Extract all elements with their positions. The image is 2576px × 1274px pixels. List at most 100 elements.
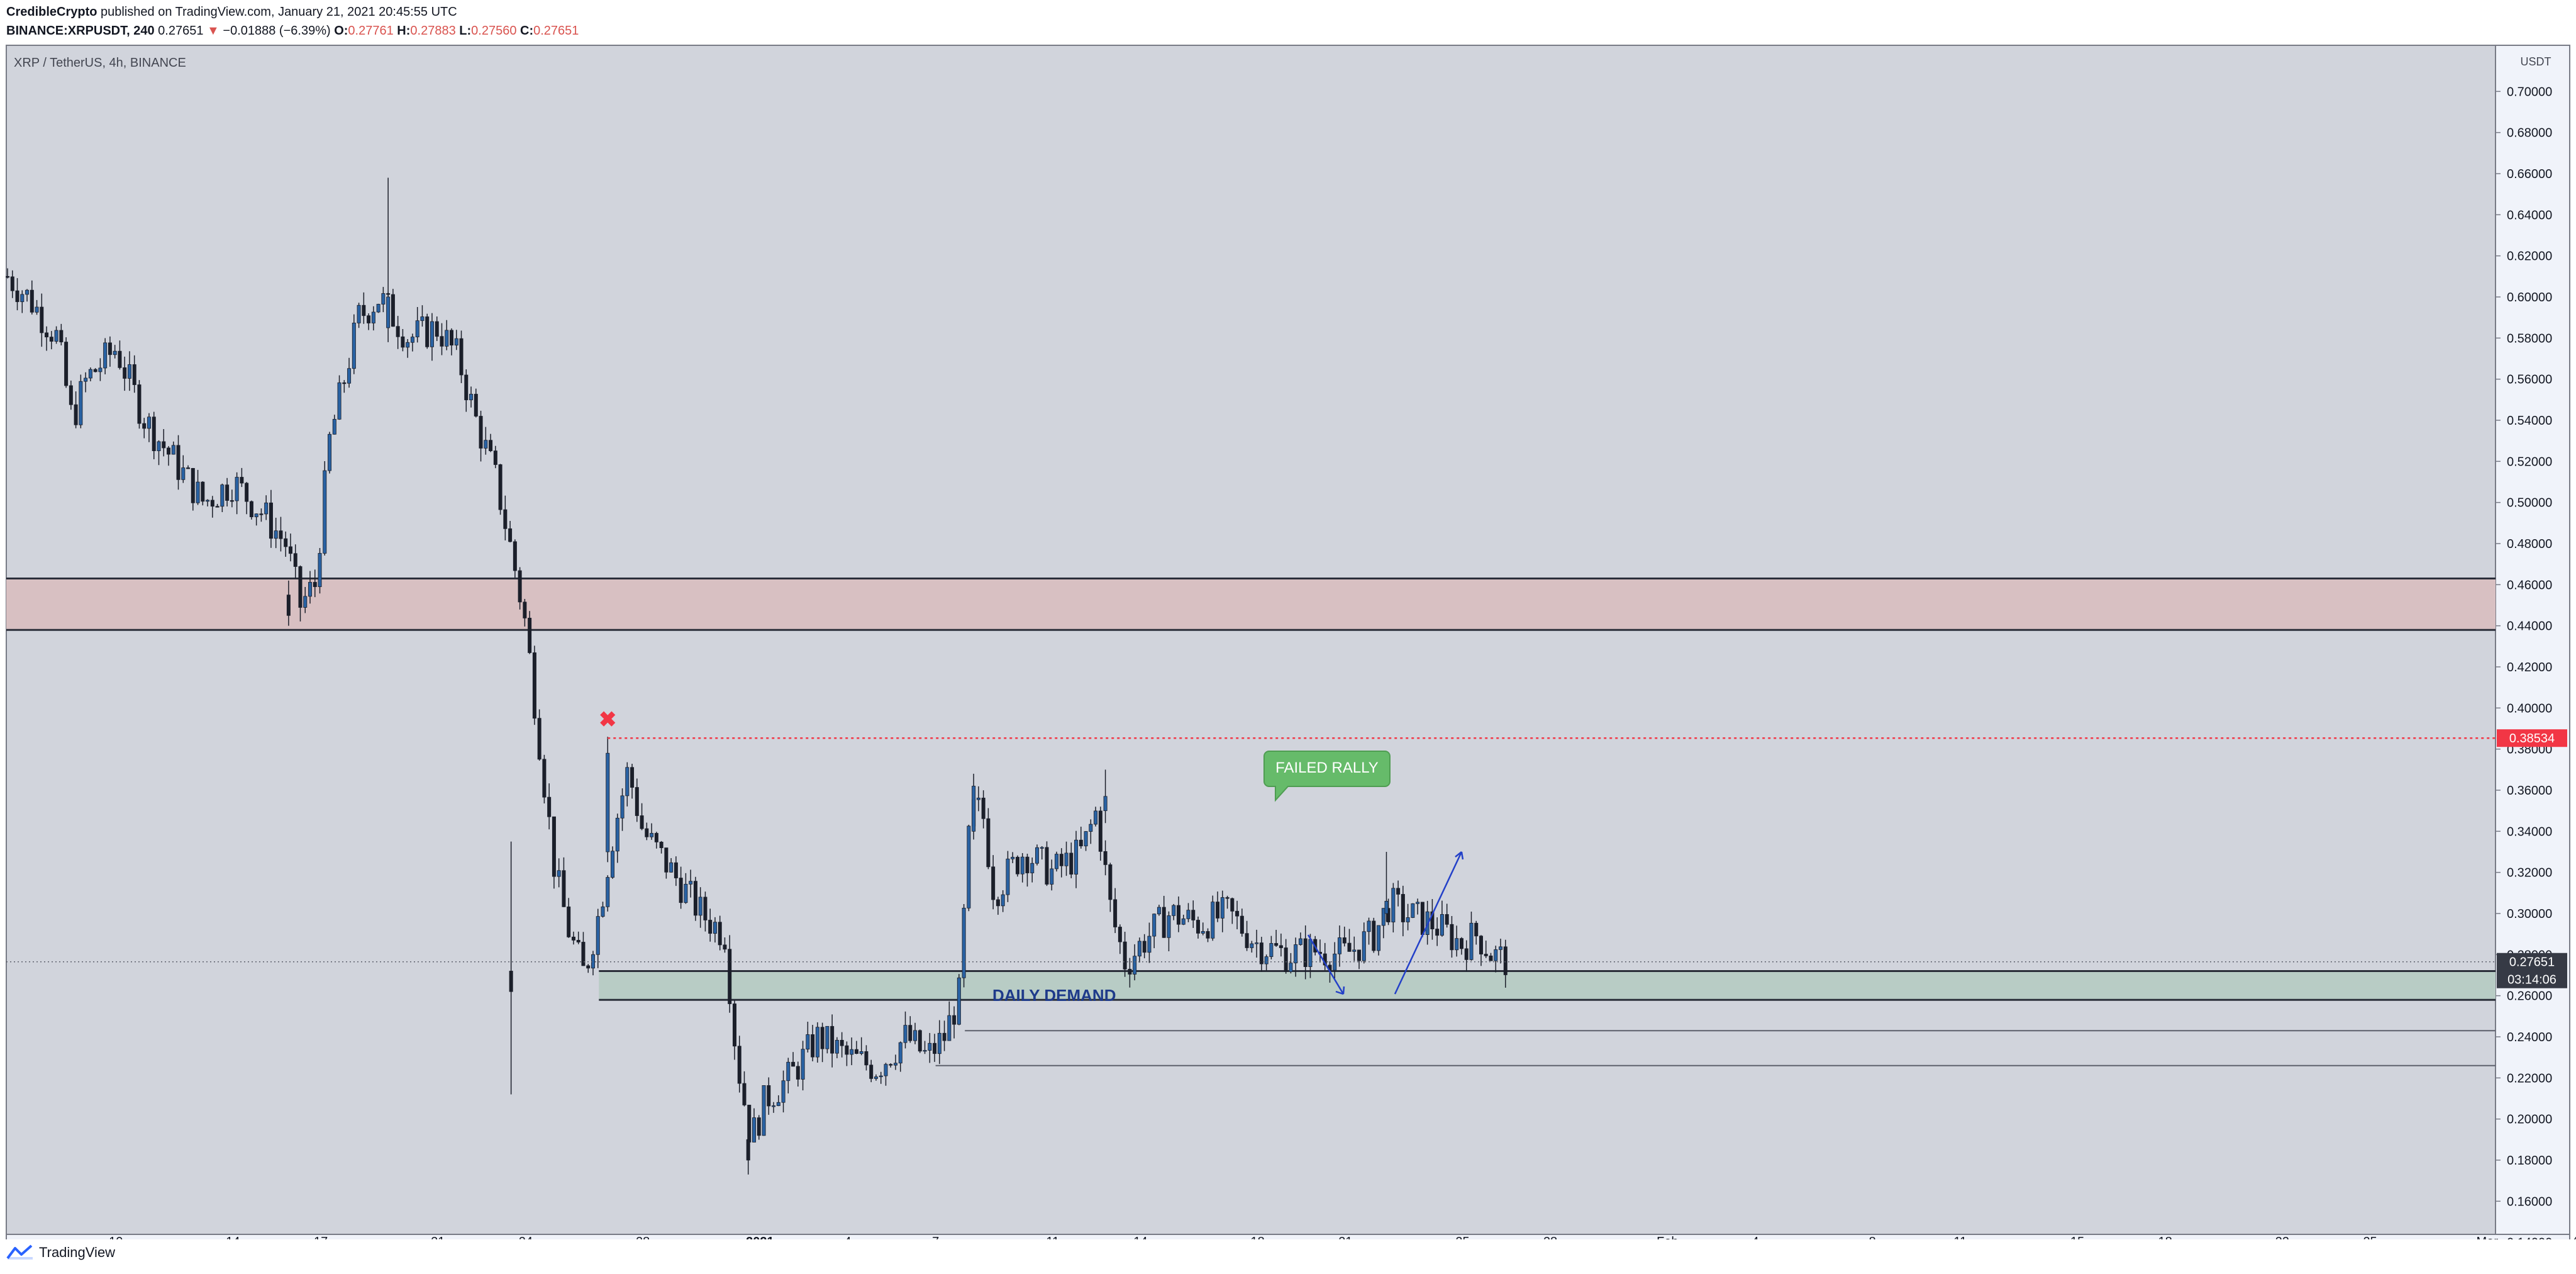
- candle-body[interactable]: [293, 553, 297, 567]
- candle-body[interactable]: [406, 342, 410, 348]
- candle-body[interactable]: [362, 305, 366, 316]
- candle-body[interactable]: [264, 502, 269, 515]
- candle-body[interactable]: [59, 330, 64, 343]
- candle-body[interactable]: [898, 1042, 902, 1064]
- candle-body[interactable]: [1133, 956, 1137, 975]
- candle-body[interactable]: [1059, 854, 1063, 866]
- candle-body[interactable]: [1162, 907, 1166, 938]
- candle-body[interactable]: [396, 326, 400, 337]
- candle-body[interactable]: [957, 977, 961, 1025]
- candle-body[interactable]: [1352, 949, 1357, 952]
- candle-body[interactable]: [840, 1039, 844, 1046]
- candle-body[interactable]: [1230, 898, 1235, 912]
- candle-body[interactable]: [1499, 946, 1503, 950]
- candle-body[interactable]: [240, 477, 244, 484]
- candle-body[interactable]: [601, 906, 605, 917]
- candle-body[interactable]: [108, 342, 112, 355]
- candle-body[interactable]: [509, 971, 513, 992]
- candle-body[interactable]: [410, 337, 414, 343]
- candle-body[interactable]: [1255, 942, 1259, 944]
- candle-body[interactable]: [328, 433, 332, 471]
- candle-body[interactable]: [15, 290, 19, 303]
- candle-body[interactable]: [503, 509, 508, 529]
- candle-body[interactable]: [859, 1051, 863, 1054]
- candle-body[interactable]: [523, 601, 527, 618]
- candle-body[interactable]: [98, 367, 103, 372]
- candle-body[interactable]: [1503, 946, 1507, 975]
- candle-body[interactable]: [1089, 824, 1093, 832]
- candle-body[interactable]: [1240, 915, 1244, 934]
- candle-body[interactable]: [337, 382, 341, 420]
- candle-body[interactable]: [352, 322, 356, 369]
- candle-body[interactable]: [386, 296, 391, 328]
- candle-body[interactable]: [474, 394, 478, 416]
- tradingview-logo-icon[interactable]: [6, 1244, 34, 1261]
- candle-body[interactable]: [35, 306, 39, 313]
- candle-body[interactable]: [801, 1049, 805, 1080]
- candle-body[interactable]: [1103, 851, 1108, 865]
- candle-body[interactable]: [186, 467, 191, 469]
- candle-body[interactable]: [318, 553, 322, 588]
- candle-body[interactable]: [1445, 914, 1449, 925]
- candle-body[interactable]: [1094, 810, 1098, 825]
- candle-body[interactable]: [1284, 947, 1288, 972]
- candle-body[interactable]: [1342, 937, 1346, 944]
- candle-body[interactable]: [967, 825, 971, 908]
- candle-body[interactable]: [708, 920, 713, 934]
- candle-body[interactable]: [1025, 856, 1030, 873]
- candle-body[interactable]: [201, 481, 205, 502]
- candle-body[interactable]: [1137, 941, 1141, 957]
- candle-body[interactable]: [757, 1117, 761, 1136]
- candle-body[interactable]: [1064, 852, 1069, 866]
- candle-body[interactable]: [1338, 937, 1342, 954]
- candle-body[interactable]: [1001, 894, 1005, 907]
- candle-body[interactable]: [1298, 938, 1302, 945]
- candle-body[interactable]: [1294, 944, 1298, 964]
- candle-body[interactable]: [918, 1030, 922, 1052]
- candle-body[interactable]: [464, 374, 469, 401]
- candle-body[interactable]: [1469, 922, 1474, 960]
- candle-body[interactable]: [532, 652, 536, 719]
- candle-body[interactable]: [284, 538, 288, 547]
- candle-body[interactable]: [1308, 939, 1313, 967]
- candle-body[interactable]: [274, 530, 278, 539]
- candle-body[interactable]: [1279, 945, 1283, 948]
- candle-body[interactable]: [806, 1034, 810, 1050]
- candle-body[interactable]: [54, 330, 58, 342]
- candle-body[interactable]: [996, 899, 1000, 907]
- candle-body[interactable]: [1079, 839, 1083, 847]
- candle-body[interactable]: [1347, 942, 1352, 952]
- candle-body[interactable]: [654, 833, 658, 842]
- candle-body[interactable]: [376, 304, 380, 313]
- candle-body[interactable]: [698, 897, 702, 916]
- candle-body[interactable]: [1220, 897, 1224, 919]
- candle-body[interactable]: [1113, 899, 1118, 927]
- candle-body[interactable]: [40, 306, 44, 333]
- candle-body[interactable]: [30, 289, 34, 313]
- candle-body[interactable]: [176, 445, 180, 480]
- candle-body[interactable]: [1196, 920, 1201, 934]
- candle-body[interactable]: [864, 1051, 869, 1066]
- candle-body[interactable]: [498, 464, 502, 510]
- candle-body[interactable]: [415, 320, 419, 338]
- candle-body[interactable]: [371, 311, 375, 323]
- candle-body[interactable]: [562, 870, 566, 907]
- candle-body[interactable]: [1152, 914, 1157, 937]
- author-name[interactable]: CredibleCrypto: [6, 5, 97, 19]
- candle-body[interactable]: [1211, 902, 1215, 939]
- candle-body[interactable]: [303, 596, 308, 608]
- candle-body[interactable]: [469, 394, 474, 401]
- candle-body[interactable]: [332, 418, 336, 435]
- candle-body[interactable]: [1098, 810, 1102, 852]
- candle-body[interactable]: [884, 1064, 888, 1076]
- candle-body[interactable]: [225, 484, 230, 501]
- candle-body[interactable]: [723, 944, 727, 950]
- candle-body[interactable]: [1411, 903, 1415, 918]
- candle-body[interactable]: [767, 1085, 771, 1107]
- candle-body[interactable]: [157, 441, 161, 451]
- candle-body[interactable]: [1264, 956, 1269, 964]
- candle-body[interactable]: [459, 338, 464, 376]
- candle-body[interactable]: [903, 1025, 908, 1043]
- candle-body[interactable]: [10, 276, 14, 291]
- candle-body[interactable]: [269, 502, 273, 539]
